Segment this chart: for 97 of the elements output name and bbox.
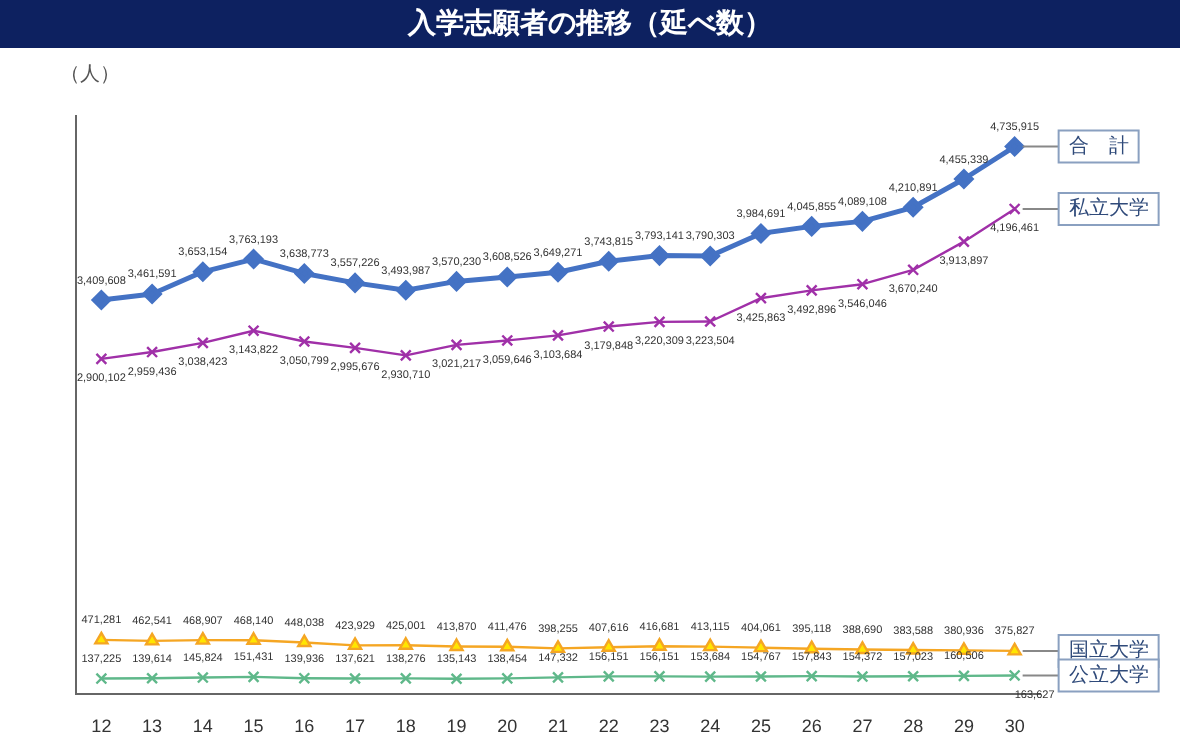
point xyxy=(1008,669,1021,682)
x-tick-label: 19 xyxy=(446,716,467,737)
point xyxy=(246,632,261,645)
x-tick-label: 16 xyxy=(294,716,315,737)
point xyxy=(753,639,769,653)
point xyxy=(144,632,160,646)
point xyxy=(805,669,818,683)
x-tick-label: 12 xyxy=(91,716,112,737)
point xyxy=(399,349,412,362)
point xyxy=(447,271,467,291)
chart-title: 入学志願者の推移（延べ数） xyxy=(0,0,1180,48)
x-tick-label: 20 xyxy=(497,716,518,737)
point xyxy=(704,315,717,328)
point xyxy=(396,280,416,300)
point xyxy=(601,639,616,652)
x-tick-label: 23 xyxy=(649,716,670,737)
point xyxy=(500,638,515,652)
x-tick-label: 15 xyxy=(243,716,264,737)
text: 国立大学 xyxy=(1068,638,1149,663)
x-tick-label: 27 xyxy=(852,716,873,737)
x-tick-label: 21 xyxy=(547,716,569,737)
point xyxy=(196,336,209,350)
x-tick-label: 30 xyxy=(1004,716,1025,737)
x-tick-label: 14 xyxy=(192,716,213,737)
point xyxy=(399,672,412,685)
point xyxy=(704,670,717,683)
point xyxy=(754,291,768,305)
point xyxy=(94,631,109,645)
point xyxy=(754,670,768,683)
point xyxy=(856,278,869,291)
point xyxy=(649,246,669,266)
point xyxy=(193,262,213,282)
point xyxy=(348,341,362,355)
x-tick-label: 25 xyxy=(750,716,771,737)
point xyxy=(551,671,565,684)
point xyxy=(347,637,363,651)
x-tick-label: 24 xyxy=(700,716,721,737)
point xyxy=(805,284,818,297)
point xyxy=(298,672,311,685)
point xyxy=(903,197,923,217)
point xyxy=(702,638,718,652)
point xyxy=(297,634,312,648)
point xyxy=(653,670,666,683)
point xyxy=(145,345,159,359)
x-tick-label: 17 xyxy=(345,716,366,737)
point xyxy=(1005,137,1025,157)
point xyxy=(247,670,260,684)
y-axis-title: （人） xyxy=(58,62,122,88)
point xyxy=(602,320,615,333)
point xyxy=(653,315,666,329)
x-tick-label: 29 xyxy=(953,716,974,737)
point xyxy=(599,251,619,271)
point xyxy=(298,335,311,348)
x-tick-label: 28 xyxy=(903,716,924,737)
point xyxy=(852,211,872,231)
x-tick-label: 26 xyxy=(801,716,822,737)
point xyxy=(957,235,971,248)
point xyxy=(497,267,517,287)
point xyxy=(652,638,667,651)
point xyxy=(450,338,463,352)
point xyxy=(700,246,720,266)
point xyxy=(398,637,414,650)
point xyxy=(195,631,211,645)
point xyxy=(856,670,869,683)
point xyxy=(602,670,615,683)
point xyxy=(244,249,264,269)
point xyxy=(1008,202,1021,216)
point xyxy=(450,672,463,685)
point xyxy=(802,216,822,236)
x-tick-label: 18 xyxy=(395,716,416,737)
text: 公立大学 xyxy=(1068,662,1149,687)
text: 合 計 xyxy=(1068,133,1129,158)
point xyxy=(907,263,920,276)
point xyxy=(957,669,971,682)
x-tick-label: 22 xyxy=(598,716,619,737)
point xyxy=(449,638,464,652)
point xyxy=(247,324,260,337)
text: 私立大学 xyxy=(1068,196,1149,221)
point xyxy=(751,223,771,243)
point xyxy=(551,329,565,342)
point xyxy=(501,672,514,685)
point xyxy=(145,672,159,685)
point xyxy=(345,273,365,293)
point xyxy=(907,670,920,683)
point xyxy=(294,263,314,283)
point xyxy=(1007,642,1022,656)
point xyxy=(95,672,108,685)
point xyxy=(548,262,568,282)
x-tick-label: 13 xyxy=(142,716,163,737)
point xyxy=(954,169,974,189)
point xyxy=(95,352,108,366)
point xyxy=(142,284,162,304)
point xyxy=(196,671,209,684)
point xyxy=(348,672,362,685)
point xyxy=(91,290,111,310)
point xyxy=(550,640,566,654)
point xyxy=(501,334,514,347)
